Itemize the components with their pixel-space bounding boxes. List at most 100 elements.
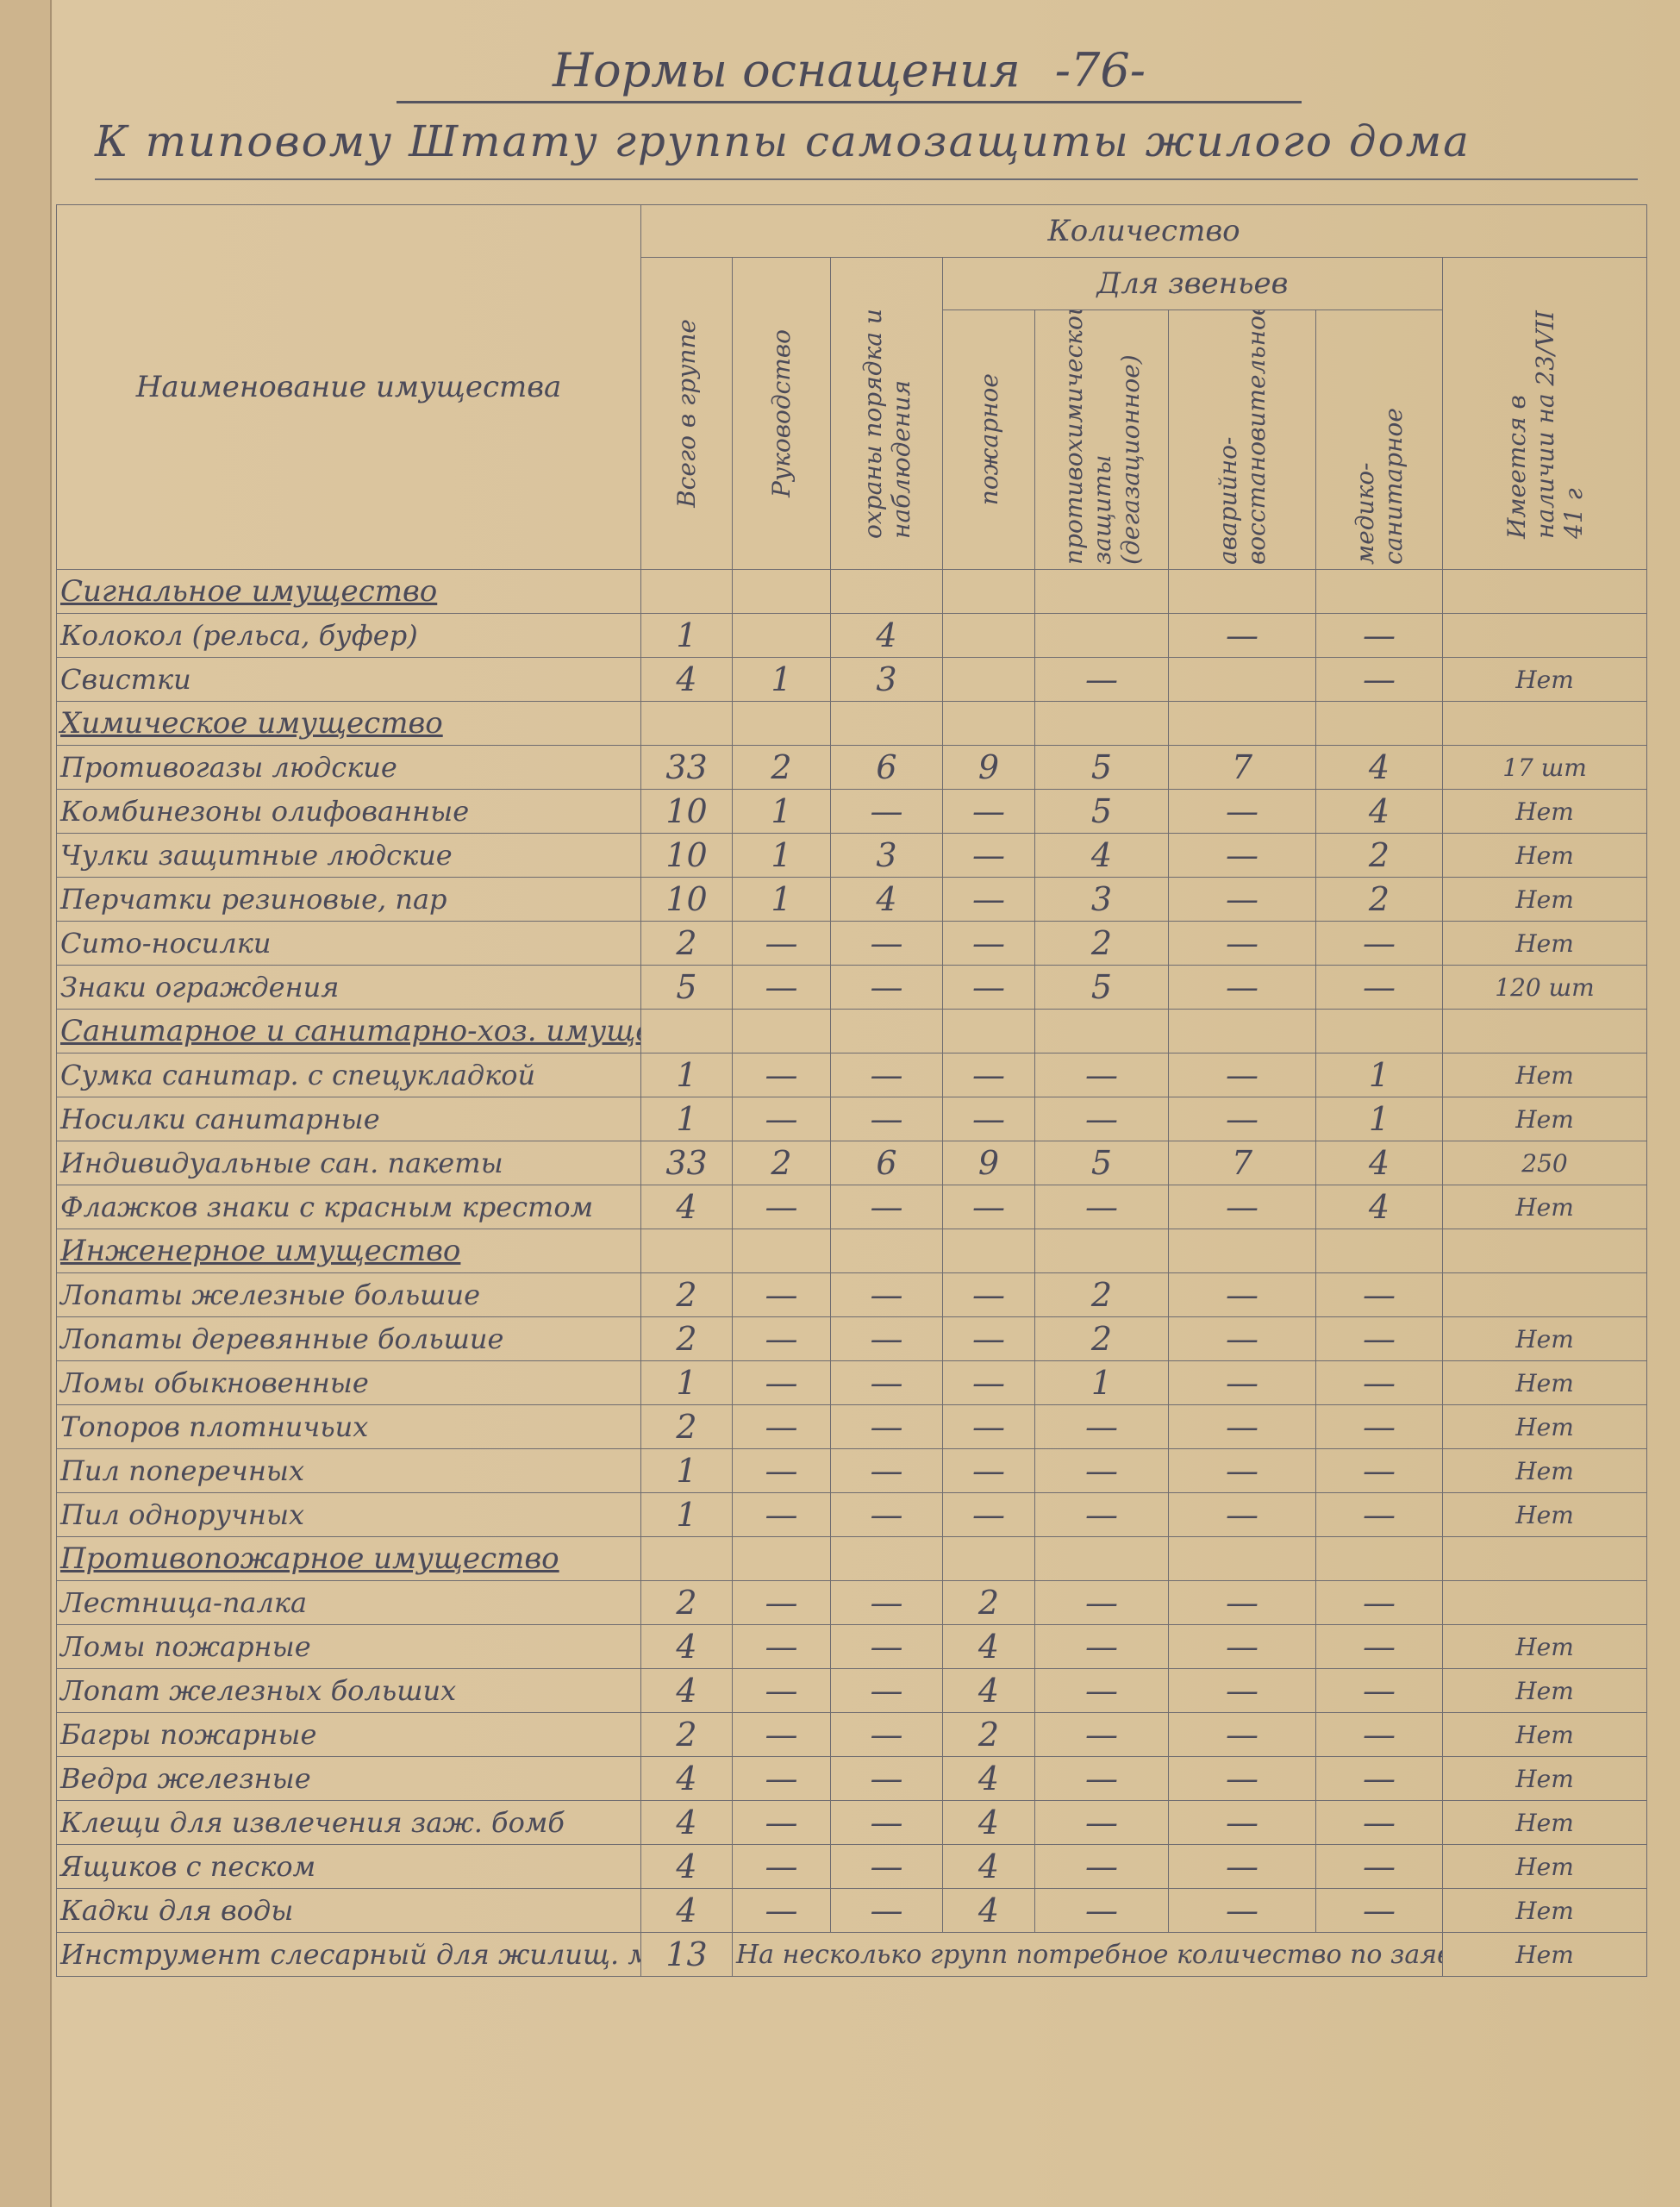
cell: Нет [1441, 1844, 1648, 1889]
cell: — [1168, 1272, 1316, 1317]
item-name: Лопат железных больших [56, 1668, 641, 1713]
cell: — [1315, 1272, 1443, 1317]
cell: — [942, 965, 1035, 1010]
empty-cell [640, 1536, 733, 1581]
cell: 3 [830, 833, 943, 878]
cell: — [1168, 1316, 1316, 1361]
empty-cell [1168, 1536, 1316, 1581]
cell: — [1034, 657, 1169, 702]
cell: — [942, 1097, 1035, 1141]
cell: — [1168, 1097, 1316, 1141]
cell: — [1034, 1888, 1169, 1933]
cell: 4 [640, 1844, 733, 1889]
cell: 1 [732, 833, 831, 878]
note: На несколько групп потребное количество … [732, 1932, 1443, 1977]
cell: — [1168, 1404, 1316, 1449]
cell: 33 [640, 745, 733, 790]
table: Наименование имущества Количество Всего в … [56, 204, 1648, 1977]
cell: 10 [640, 789, 733, 834]
cell: — [830, 1185, 943, 1229]
table-row: Носилки санитарные 1— — — — —1 Нет [56, 1097, 1648, 1141]
cell: 1 [640, 1097, 733, 1141]
cell: 7 [1168, 745, 1316, 790]
empty-cell [640, 1229, 733, 1273]
cell: 2 [1034, 921, 1169, 966]
cell: 4 [942, 1624, 1035, 1669]
cell: Нет [1441, 1185, 1648, 1229]
cell: 1 [640, 1053, 733, 1097]
item-name: Комбинезоны олифованные [56, 789, 641, 834]
cell: — [830, 1492, 943, 1537]
table-row: Ящиков с песком 4— —4— — — Нет [56, 1844, 1648, 1889]
group-header: Для звеньев [942, 257, 1443, 310]
cell: 2 [640, 1316, 733, 1361]
table-body: Сигнальное имущество Колокол (рельса, буф… [56, 569, 1648, 1977]
cell: — [732, 1624, 831, 1669]
cell: 1 [640, 1492, 733, 1537]
item-name: Свистки [56, 657, 641, 702]
section-title: Сигнальное имущество [56, 569, 641, 614]
cell: 1 [732, 877, 831, 922]
cell: — [1315, 1888, 1443, 1933]
cell: — [1034, 1185, 1169, 1229]
cell: 2 [732, 745, 831, 790]
header-row: Наименование имущества Количество [56, 204, 1648, 570]
empty-cell [1441, 1580, 1648, 1625]
cell: 4 [640, 1888, 733, 1933]
cell: — [1168, 1800, 1316, 1845]
cell: — [830, 1404, 943, 1449]
empty-cell [732, 701, 831, 746]
item-name: Сумка санитар. с спецукладкой [56, 1053, 641, 1097]
cell: — [1168, 833, 1316, 878]
table-row: Колокол (рельса, буфер) 1 4 — — [56, 613, 1648, 658]
column-header: Имеется в наличии на 23/VII 41 г [1441, 257, 1648, 570]
cell: — [732, 1404, 831, 1449]
cell: — [1168, 613, 1316, 658]
column-label: охраны порядка и наблюдения [858, 308, 915, 539]
cell: — [1034, 1844, 1169, 1889]
empty-cell [1441, 1272, 1648, 1317]
empty-cell [1315, 701, 1443, 746]
cell: Нет [1441, 833, 1648, 878]
cell: 1 [640, 1360, 733, 1405]
cell: — [942, 833, 1035, 878]
cell: 4 [1315, 745, 1443, 790]
cell: 4 [640, 1185, 733, 1229]
item-name: Пил одноручных [56, 1492, 641, 1537]
cell: — [830, 1712, 943, 1757]
column-label: аварийно-восстановительное [1214, 309, 1271, 566]
cell: — [830, 1316, 943, 1361]
cell: — [942, 1053, 1035, 1097]
cell: 3 [1034, 877, 1169, 922]
title: Нормы оснащения [553, 43, 1021, 97]
cell: Нет [1441, 1712, 1648, 1757]
cell: Нет [1441, 1668, 1648, 1713]
empty-cell [732, 569, 831, 614]
table-row: Ломы пожарные 4— —4— — — Нет [56, 1624, 1648, 1669]
cell: Нет [1441, 1316, 1648, 1361]
item-name: Сито-носилки [56, 921, 641, 966]
item-name: Колокол (рельса, буфер) [56, 613, 641, 658]
cell: — [1315, 921, 1443, 966]
empty-cell [1034, 1229, 1169, 1273]
cell: 3 [830, 657, 943, 702]
cell: 4 [640, 1624, 733, 1669]
column-header: охраны порядка и наблюдения [830, 257, 943, 570]
table-row: Топоров плотничьих 2— — — — — — Нет [56, 1404, 1648, 1449]
column-label: Имеется в наличии на 23/VII 41 г [1502, 309, 1588, 539]
cell: 4 [1315, 1185, 1443, 1229]
empty-cell [732, 1009, 831, 1053]
table-row: Свистки 4 1 3— — Нет [56, 657, 1648, 702]
table-row: Инструмент слесарный для жилищ. монтажа1… [56, 1932, 1648, 1977]
empty-cell [1168, 657, 1316, 702]
cell: — [1315, 1448, 1443, 1493]
item-name: Перчатки резиновые, пар [56, 877, 641, 922]
cell: — [1168, 1053, 1316, 1097]
cell: — [1034, 1492, 1169, 1537]
item-name: Ломы обыкновенные [56, 1360, 641, 1405]
empty-cell [942, 1009, 1035, 1053]
empty-cell [1315, 569, 1443, 614]
cell: — [732, 1053, 831, 1097]
item-name: Знаки ограждения [56, 965, 641, 1010]
quantity-header: Количество [640, 204, 1648, 258]
